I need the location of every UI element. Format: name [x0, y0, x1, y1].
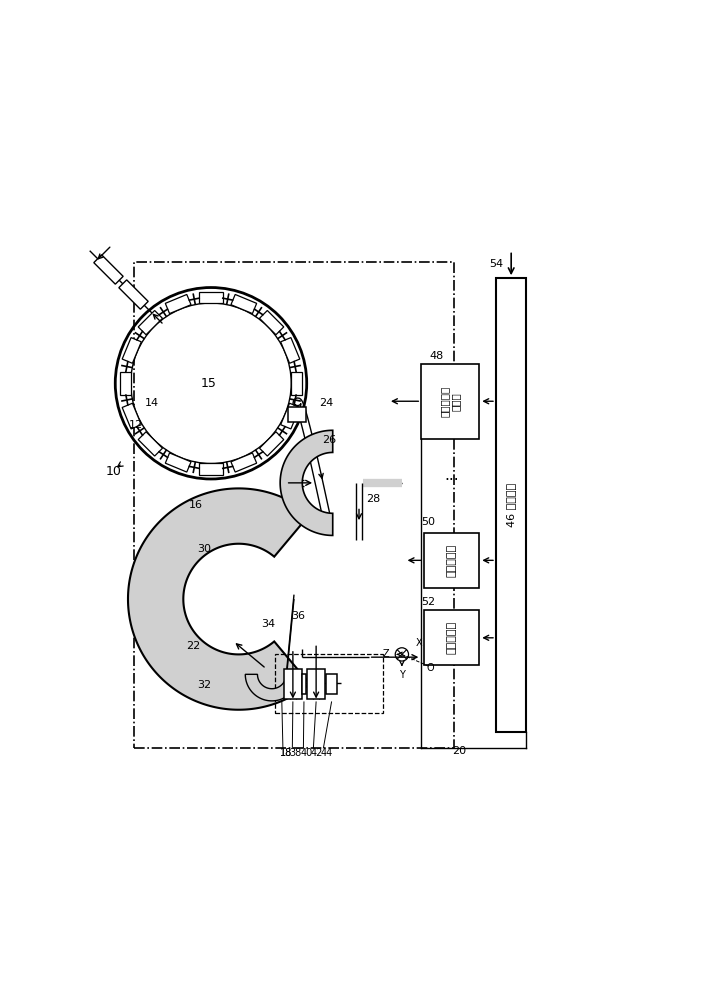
Bar [424, 533, 479, 588]
Text: 46 主控制部: 46 主控制部 [506, 483, 516, 527]
Text: O: O [427, 663, 434, 673]
Text: 18: 18 [280, 748, 293, 758]
Bar [275, 654, 383, 713]
Polygon shape [246, 674, 298, 701]
Text: 36: 36 [291, 611, 305, 621]
Polygon shape [119, 280, 149, 309]
Text: 50: 50 [421, 517, 436, 527]
Text: 20: 20 [452, 746, 466, 756]
Polygon shape [166, 294, 191, 314]
Text: 48: 48 [430, 351, 444, 361]
Bar [288, 407, 306, 422]
Polygon shape [291, 372, 302, 395]
Polygon shape [122, 403, 141, 429]
Polygon shape [259, 310, 283, 335]
Text: 38: 38 [290, 748, 302, 758]
Text: 24: 24 [319, 398, 333, 408]
Text: 16: 16 [188, 500, 203, 510]
Bar [421, 364, 479, 439]
Polygon shape [199, 292, 223, 303]
Polygon shape [139, 310, 163, 335]
Polygon shape [139, 432, 163, 456]
Bar [424, 610, 479, 665]
Bar [284, 669, 302, 699]
Text: 10: 10 [106, 465, 121, 478]
Text: 输送控制部: 输送控制部 [447, 544, 457, 577]
Polygon shape [231, 453, 256, 472]
Text: 同步加速器
控制部: 同步加速器 控制部 [440, 386, 461, 417]
Bar [302, 674, 306, 694]
Text: 42: 42 [311, 748, 323, 758]
Text: 52: 52 [421, 597, 436, 607]
Text: 14: 14 [144, 398, 159, 408]
Polygon shape [259, 432, 283, 456]
Polygon shape [281, 338, 300, 363]
Text: 照射控制部: 照射控制部 [447, 621, 457, 654]
Polygon shape [281, 403, 300, 429]
Text: 12: 12 [129, 420, 144, 430]
Bar [307, 669, 325, 699]
Polygon shape [231, 294, 256, 314]
Polygon shape [128, 488, 310, 710]
Text: 22: 22 [186, 641, 201, 651]
Text: 54: 54 [489, 259, 503, 269]
Text: ···: ··· [444, 473, 459, 488]
Text: 34: 34 [261, 619, 275, 629]
Text: Z: Z [383, 649, 389, 659]
Text: 40: 40 [301, 748, 313, 758]
Bar [326, 674, 337, 694]
Polygon shape [94, 255, 123, 284]
Text: Y: Y [399, 670, 405, 680]
Text: 18: 18 [280, 748, 293, 758]
Text: 32: 32 [197, 680, 211, 690]
Text: X: X [416, 638, 423, 648]
Polygon shape [122, 338, 141, 363]
Text: 28: 28 [366, 494, 380, 504]
Text: 30: 30 [197, 544, 211, 554]
Bar [134, 262, 455, 748]
Polygon shape [280, 430, 333, 535]
Text: 44: 44 [321, 748, 333, 758]
Polygon shape [120, 372, 131, 395]
Polygon shape [199, 463, 223, 475]
Text: 15: 15 [201, 377, 216, 390]
Text: 26: 26 [322, 435, 336, 445]
Polygon shape [166, 453, 191, 472]
Bar [496, 278, 526, 732]
